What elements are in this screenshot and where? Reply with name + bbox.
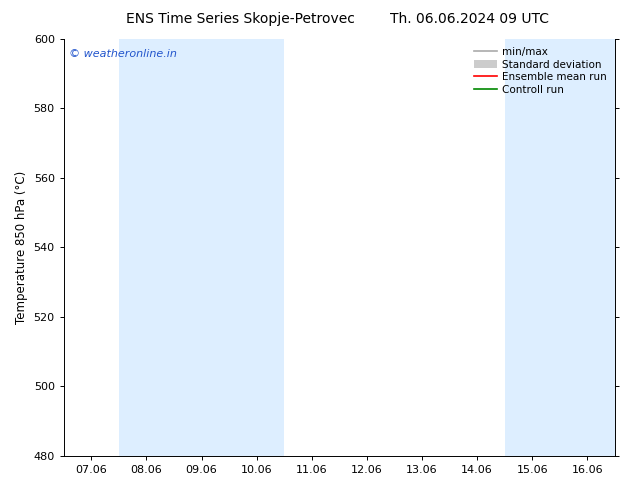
Bar (119, 39, 284, 456)
Y-axis label: Temperature 850 hPa (°C): Temperature 850 hPa (°C) (15, 171, 28, 324)
Text: © weatheronline.in: © weatheronline.in (69, 49, 178, 59)
Legend: min/max, Standard deviation, Ensemble mean run, Controll run: min/max, Standard deviation, Ensemble me… (469, 43, 611, 99)
Text: Th. 06.06.2024 09 UTC: Th. 06.06.2024 09 UTC (390, 12, 548, 26)
Text: ENS Time Series Skopje-Petrovec: ENS Time Series Skopje-Petrovec (126, 12, 356, 26)
Bar (505, 39, 615, 456)
